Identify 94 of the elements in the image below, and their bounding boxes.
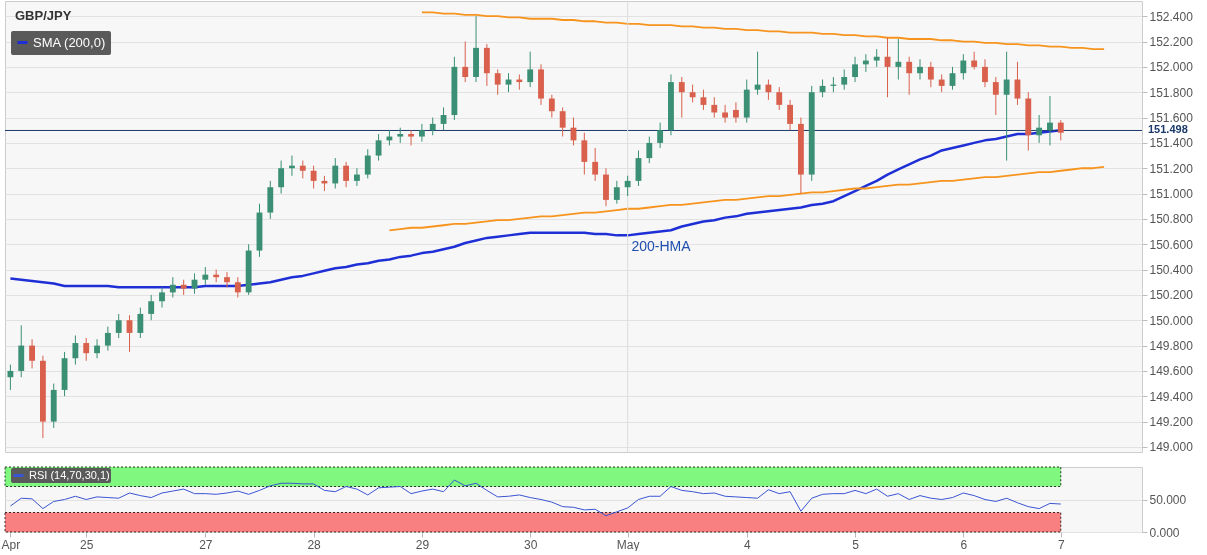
candlestick xyxy=(754,51,761,96)
y-tick-label: 151.200 xyxy=(1149,161,1194,176)
candlestick xyxy=(765,79,772,101)
x-tick-label: 29 xyxy=(415,537,430,552)
candlestick xyxy=(982,58,988,88)
y-tick-label: 149.000 xyxy=(1149,440,1194,455)
y-tick-label: 150.600 xyxy=(1149,237,1194,252)
candlestick xyxy=(592,147,599,182)
x-tick-label: 30 xyxy=(524,537,538,552)
x-tick-label: 27 xyxy=(199,537,213,552)
y-tick-label: 151.400 xyxy=(1149,136,1194,151)
candlestick xyxy=(613,180,620,205)
candlestick xyxy=(527,51,534,88)
x-tick-label: 4 xyxy=(743,537,751,552)
y-tick-label: 149.200 xyxy=(1149,415,1194,430)
candlestick xyxy=(678,76,685,119)
candlestick xyxy=(159,286,165,309)
candlestick xyxy=(960,53,967,81)
candlestick xyxy=(343,161,350,188)
candlestick xyxy=(115,313,122,339)
candlestick xyxy=(927,61,934,88)
candlestick xyxy=(278,160,285,195)
x-tick-label: 25 xyxy=(80,537,94,552)
ref-line-label: 151.498 xyxy=(1148,123,1188,136)
candlestick xyxy=(364,148,371,179)
candlestick xyxy=(462,41,469,83)
legend-label: RSI (14,70,30,1) xyxy=(29,468,110,481)
candlestick xyxy=(72,334,79,366)
y-tick-label: 152.000 xyxy=(1149,60,1194,75)
candlestick xyxy=(375,133,382,162)
x-tick-label: 28 xyxy=(307,537,322,552)
y-tick-label: 152.400 xyxy=(1149,9,1194,24)
line-series xyxy=(9,479,1062,517)
candlestick xyxy=(722,104,729,124)
y-tick-label: 150.800 xyxy=(1149,212,1194,227)
y-tick-label: 149.400 xyxy=(1149,389,1194,404)
candlestick xyxy=(494,68,501,96)
x-tick-label: 5 xyxy=(852,537,860,552)
y-tick-label: 150.400 xyxy=(1149,263,1194,278)
candlestick xyxy=(234,276,241,298)
y-tick-label: 150.000 xyxy=(1149,313,1194,328)
y-tick-label: 149.800 xyxy=(1149,339,1194,354)
y-tick-label: 152.200 xyxy=(1149,35,1194,50)
candlestick xyxy=(310,165,317,189)
candlestick xyxy=(1036,114,1043,144)
candlestick xyxy=(148,294,155,321)
candlestick xyxy=(94,338,100,359)
candlestick xyxy=(852,56,858,83)
x-tick-label: 6 xyxy=(960,537,968,552)
candlestick xyxy=(657,122,664,149)
candlestick xyxy=(787,99,793,131)
candlestick xyxy=(700,89,707,111)
candlestick xyxy=(624,175,631,197)
candlestick xyxy=(1047,95,1053,146)
line-series xyxy=(421,11,1105,51)
x-tick-label: 7 xyxy=(1057,537,1065,552)
candlestick xyxy=(83,337,90,362)
candlestick xyxy=(418,123,425,143)
candlestick xyxy=(733,101,739,124)
line-series xyxy=(388,166,1105,232)
candlestick xyxy=(559,106,566,138)
candlestick xyxy=(581,132,588,176)
candlestick xyxy=(137,307,144,339)
candlestick xyxy=(332,157,339,189)
candlestick xyxy=(992,76,999,116)
x-tick-label: Apr xyxy=(1,537,21,552)
annotation: 200-HMA xyxy=(631,237,692,254)
candlestick xyxy=(224,271,230,288)
candlestick xyxy=(895,38,902,81)
candlestick xyxy=(354,167,360,187)
x-tick-label: May xyxy=(616,537,640,552)
y-tick-label: 151.800 xyxy=(1149,85,1194,100)
candlestick xyxy=(169,276,176,298)
candlestick xyxy=(1057,119,1064,141)
legend-label: SMA (200,0) xyxy=(33,34,106,50)
candlestick xyxy=(7,364,14,391)
text: GBP/JPY xyxy=(15,8,72,23)
candlestick xyxy=(29,338,35,369)
candlestick xyxy=(408,129,414,146)
y-tick-label: 50.000 xyxy=(1149,493,1187,507)
candlestick xyxy=(917,58,923,81)
candlestick xyxy=(776,86,783,111)
y-tick-label: 0.000 xyxy=(1149,525,1180,540)
candlestick xyxy=(841,68,848,91)
candlestick xyxy=(548,94,555,119)
y-tick-label: 150.200 xyxy=(1149,288,1194,303)
candlestick xyxy=(711,96,718,119)
y-tick-label: 151.600 xyxy=(1149,111,1194,126)
candlestick xyxy=(104,326,111,352)
candlestick xyxy=(1003,51,1010,162)
y-tick-label: 149.600 xyxy=(1149,364,1194,379)
candlestick xyxy=(906,56,913,96)
y-tick-label: 151.000 xyxy=(1149,187,1194,202)
candlestick xyxy=(646,136,653,164)
